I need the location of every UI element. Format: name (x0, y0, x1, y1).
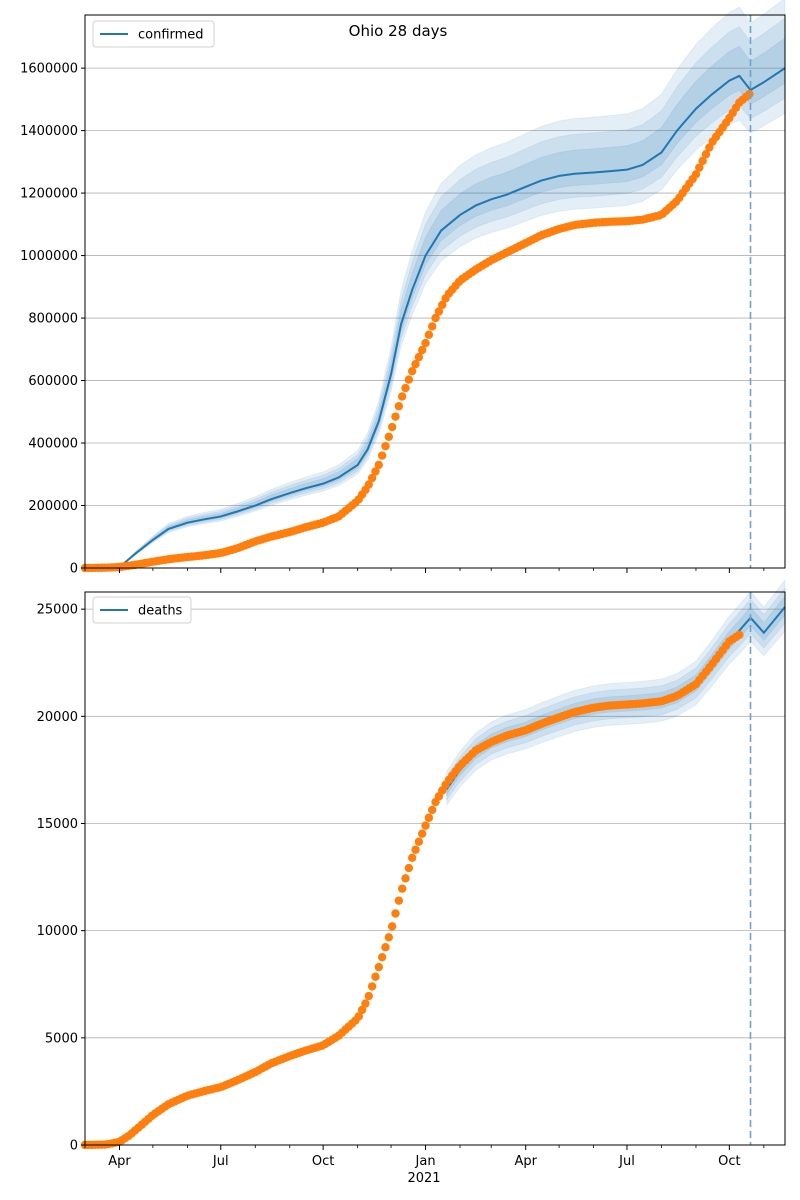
bottom-x-axis: Apr Jul Oct Jan Apr Jul Oct (84, 1145, 765, 1169)
observed-point (691, 170, 701, 179)
observed-point (407, 366, 417, 376)
x-tick-label: Jul (212, 1154, 229, 1169)
observed-point (391, 412, 400, 421)
bottom-legend-box (92, 596, 192, 624)
observed-point (701, 150, 711, 159)
observed-point (401, 874, 410, 883)
top-legend-label: confirmed (138, 28, 204, 43)
x-tick-label: Apr (514, 1154, 537, 1169)
observed-point (438, 300, 447, 310)
model-line-forecast (749, 67, 786, 91)
y-tick-label: 600000 (28, 374, 78, 389)
observed-point (424, 330, 434, 339)
observed-point (428, 805, 437, 815)
top-observed-points (80, 89, 754, 573)
observed-point (377, 451, 387, 460)
observed-point (418, 829, 427, 838)
y-tick-label: 200000 (28, 499, 78, 514)
observed-point (384, 933, 394, 942)
y-tick-label: 800000 (28, 312, 78, 327)
observed-point (434, 307, 444, 316)
observed-point (431, 313, 440, 323)
observed-point (424, 813, 434, 822)
bottom-observed-points (80, 630, 744, 1150)
y-tick-label: 5000 (45, 1031, 78, 1046)
x-tick-label: Jul (618, 1154, 635, 1169)
observed-point (695, 163, 704, 172)
y-tick-label: 0 (70, 562, 78, 577)
observed-point (397, 392, 407, 401)
observed-point (387, 922, 397, 931)
observed-point (374, 962, 383, 972)
observed-point (745, 89, 754, 99)
y-tick-label: 1200000 (20, 187, 78, 202)
observed-point (361, 999, 370, 1008)
top-model-line (95, 67, 786, 569)
observed-point (364, 480, 373, 489)
bottom-axes-frame (84, 591, 786, 1146)
observed-point (404, 375, 414, 384)
observed-point (428, 322, 437, 331)
bottom-legend: deaths (92, 596, 192, 624)
observed-point (371, 467, 380, 476)
top-x-ticks (84, 568, 765, 573)
top-axes-frame (84, 14, 786, 569)
observed-point (397, 884, 407, 893)
y-tick-label: 1600000 (20, 62, 78, 77)
y-tick-label: 0 (70, 1139, 78, 1154)
x-tick-label: Oct (312, 1154, 334, 1169)
observed-point (374, 460, 383, 470)
observed-point (387, 422, 397, 432)
observed-point (367, 473, 377, 483)
observed-point (414, 352, 424, 362)
x-tick-label: Jan (415, 1154, 436, 1169)
observed-point (364, 991, 373, 1001)
bottom-y-axis: 0 5000 10000 15000 20000 25000 (37, 603, 85, 1154)
model-line-fitted (95, 74, 752, 569)
y-tick-label: 1000000 (20, 249, 78, 264)
observed-point (367, 982, 377, 991)
observed-point (377, 952, 387, 962)
top-y-axis: 0 200000 400000 600000 800000 1000000 1200000 1… (20, 62, 85, 577)
model-line-forecast (749, 606, 786, 635)
top-legend-box (92, 20, 215, 48)
observed-point (411, 845, 420, 854)
observed-point (414, 837, 424, 846)
figure-title: Ohio 28 days (349, 22, 448, 40)
y-tick-label: 400000 (28, 437, 78, 452)
y-tick-label: 25000 (37, 603, 78, 618)
top-legend: confirmed (92, 20, 215, 48)
observed-point (411, 359, 420, 369)
y-tick-label: 15000 (37, 817, 78, 832)
observed-point (381, 441, 390, 451)
y-tick-label: 1400000 (20, 124, 78, 139)
observed-point (735, 630, 744, 640)
observed-point (421, 821, 430, 830)
observed-point (401, 383, 410, 393)
observed-point (354, 1012, 363, 1021)
confirmed-panel: 0 200000 400000 600000 800000 1000000 1200000 1… (20, 0, 786, 577)
observed-point (421, 338, 430, 348)
observed-point (384, 432, 394, 441)
observed-point (357, 1005, 367, 1015)
x-tick-label: Apr (108, 1154, 131, 1169)
observed-point (407, 853, 417, 862)
x-tick-label: Oct (718, 1154, 740, 1169)
observed-point (394, 402, 404, 411)
y-tick-label: 10000 (37, 924, 78, 939)
observed-point (391, 909, 400, 918)
bottom-legend-label: deaths (138, 604, 183, 619)
observed-point (404, 863, 414, 873)
observed-point (698, 156, 707, 166)
observed-point (371, 972, 380, 981)
observed-point (381, 943, 390, 952)
observed-point (394, 896, 404, 905)
year-label: 2021 (407, 1171, 440, 1186)
observed-point (418, 345, 427, 355)
y-tick-label: 20000 (37, 710, 78, 725)
